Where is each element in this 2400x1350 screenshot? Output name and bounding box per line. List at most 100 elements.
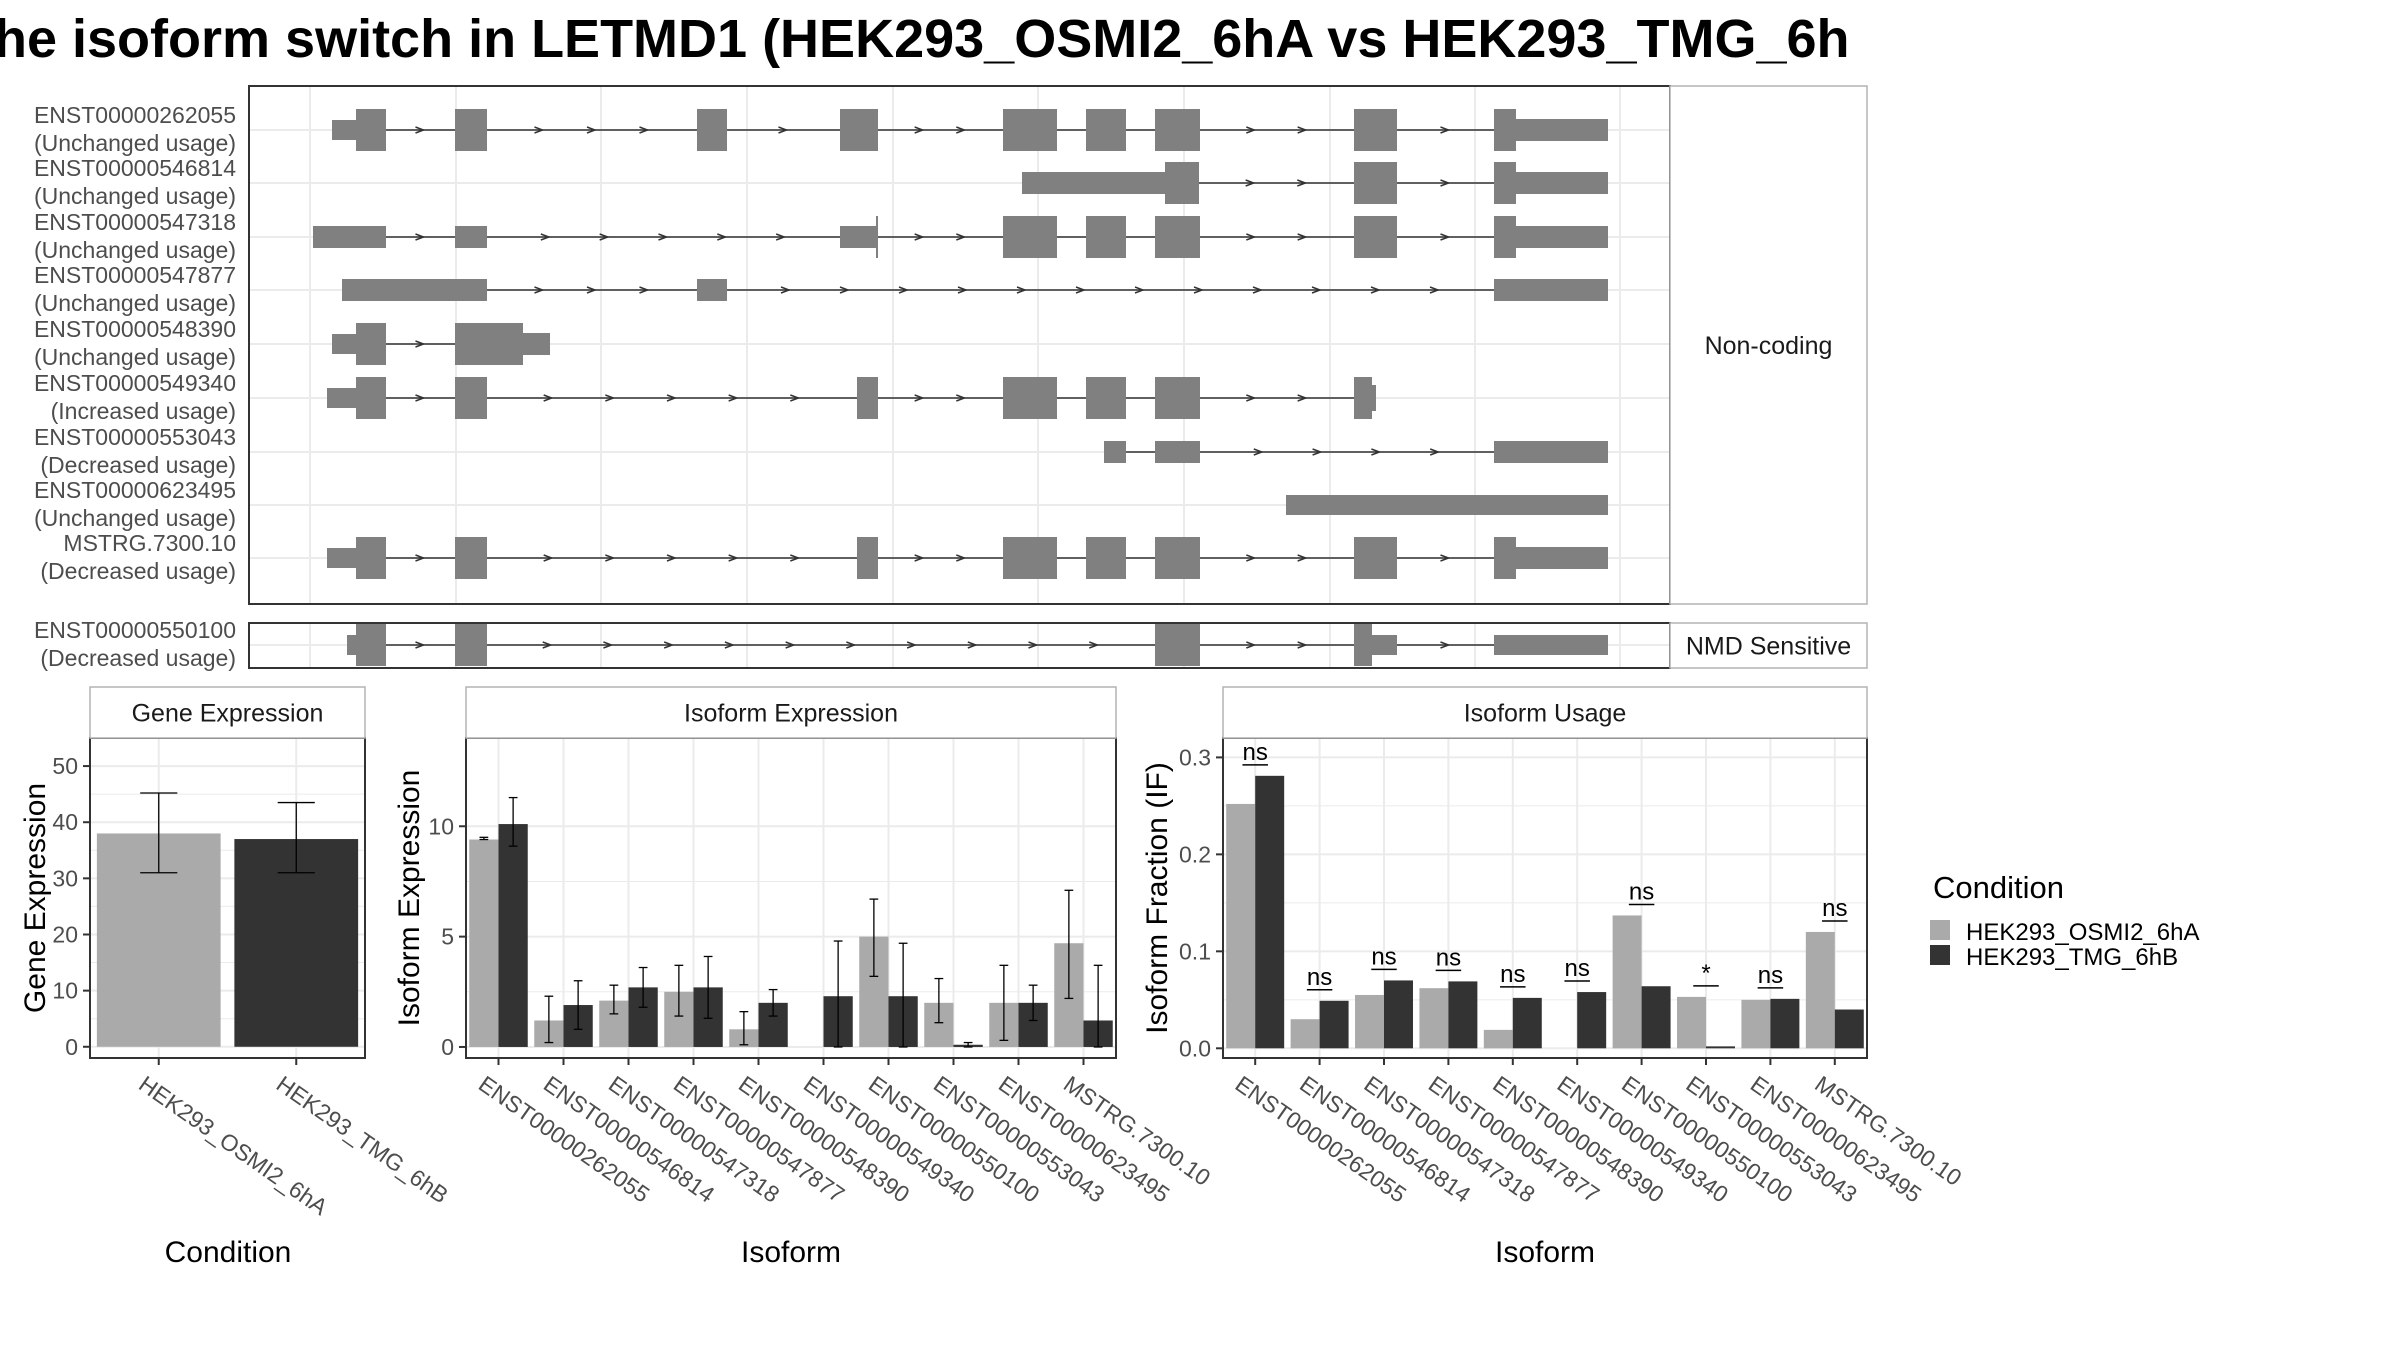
exon-block: [1155, 441, 1200, 463]
intron-arrow: [906, 641, 918, 649]
intron-arrow: [599, 233, 610, 241]
intron-arrow: [1440, 641, 1451, 649]
exon-block: [1155, 624, 1200, 666]
exon-block: [1155, 109, 1200, 151]
transcript-usage-label: (Decreased usage): [40, 558, 236, 584]
chart-title: Gene Expression: [132, 700, 324, 728]
exon-block: [1155, 537, 1200, 579]
exon-block: [1516, 547, 1608, 569]
exon-block: [455, 323, 523, 365]
exon-block: [1086, 377, 1126, 419]
chart-strip: [465, 686, 1117, 739]
y-tick-label: 10: [52, 978, 78, 1004]
intron-arrow: [1370, 286, 1382, 294]
intron-arrow: [898, 286, 910, 294]
transcript-id-label: ENST00000548390: [34, 316, 236, 342]
chart-strip: [1222, 686, 1868, 739]
intron-arrow: [1297, 641, 1308, 649]
exon-block: [1003, 216, 1057, 258]
intron-arrow: [839, 286, 851, 294]
bar-charts: Gene Expression01020304050HEK293_OSMI2_6…: [19, 686, 1967, 1269]
legend-label-1: HEK293_OSMI2_6hA: [1966, 919, 2199, 946]
transcript-model: [332, 109, 1608, 151]
exon-block: [1516, 172, 1608, 194]
significance-label: *: [1701, 960, 1710, 987]
intron-arrow: [1312, 448, 1323, 456]
y-tick-label: 50: [52, 753, 78, 779]
bar: [498, 824, 528, 1047]
exon-block: [356, 537, 386, 579]
exon-block: [697, 279, 727, 301]
intron-arrow: [1440, 554, 1451, 562]
legend-key-1: [1930, 920, 1950, 940]
transcript-model: [332, 323, 550, 365]
intron-arrow: [914, 233, 925, 241]
exon-block: [1104, 441, 1126, 463]
intron-arrow: [1016, 286, 1028, 294]
transcript-id-label: ENST00000262055: [34, 102, 236, 128]
facet-strip: [1669, 622, 1868, 669]
intron-arrow: [775, 233, 787, 241]
intron-arrow: [603, 641, 614, 649]
exon-block: [327, 548, 356, 568]
exon-block: [455, 109, 487, 151]
exon-block: [327, 388, 356, 408]
x-axis-title: Isoform: [741, 1236, 841, 1269]
bar: [1770, 998, 1800, 1049]
bar: [1355, 994, 1384, 1049]
intron-arrow: [914, 126, 925, 134]
intron-arrow: [724, 641, 736, 649]
exon-block: [1354, 624, 1372, 666]
chart-strip: [89, 686, 366, 739]
intron-arrow: [914, 394, 925, 402]
transcript-usage-label: (Unchanged usage): [34, 290, 236, 316]
intron-arrow: [956, 126, 967, 134]
intron-arrow: [1429, 286, 1441, 294]
intron-arrow: [790, 554, 801, 562]
bar: [1834, 1009, 1864, 1049]
exon-block: [1354, 162, 1397, 204]
transcript-model: [1286, 495, 1608, 515]
intron-arrow: [534, 286, 545, 294]
transcript-usage-label: (Decreased usage): [40, 452, 236, 478]
exon-block: [455, 624, 487, 666]
intron-arrow: [542, 641, 553, 649]
intron-arrow: [1429, 448, 1441, 456]
bar: [1805, 931, 1835, 1049]
intron-arrow: [780, 286, 792, 294]
structure-panel-2: ENST00000550100(Decreased usage) NMD Sens…: [34, 617, 1868, 671]
exon-block: [1494, 279, 1608, 301]
facet-strip-label: NMD Sensitive: [1686, 633, 1851, 661]
intron-arrow: [1028, 641, 1039, 649]
exon-block: [313, 226, 386, 248]
transcript-model: [327, 377, 1376, 419]
intron-arrow: [1246, 233, 1257, 241]
transcript-model: [1022, 162, 1608, 204]
exon-block: [857, 377, 878, 419]
exon-block: [523, 333, 550, 355]
exon-block: [1494, 441, 1608, 463]
exon-block: [1354, 377, 1372, 419]
exon-block: [356, 323, 386, 365]
y-tick-label: 0.1: [1179, 938, 1211, 964]
transcript-model: [313, 216, 1608, 258]
exon-block: [1354, 216, 1397, 258]
y-tick-label: 40: [52, 809, 78, 835]
bar: [1483, 1029, 1513, 1049]
intron-arrow: [1297, 179, 1308, 187]
bar: [1384, 980, 1413, 1049]
significance-label: ns: [1307, 964, 1332, 991]
intron-arrow: [415, 233, 426, 241]
exon-block: [1022, 172, 1165, 194]
intron-arrow: [1193, 286, 1205, 294]
intron-arrow: [914, 554, 925, 562]
transcript-usage-label: (Increased usage): [51, 398, 236, 424]
intron-arrow: [1371, 448, 1382, 456]
intron-arrow: [1253, 448, 1264, 456]
transcript-usage-label: (Unchanged usage): [34, 130, 236, 156]
exon-block: [1003, 537, 1057, 579]
intron-arrow: [586, 286, 598, 294]
intron-arrow: [415, 554, 426, 562]
exon-block: [876, 216, 878, 258]
